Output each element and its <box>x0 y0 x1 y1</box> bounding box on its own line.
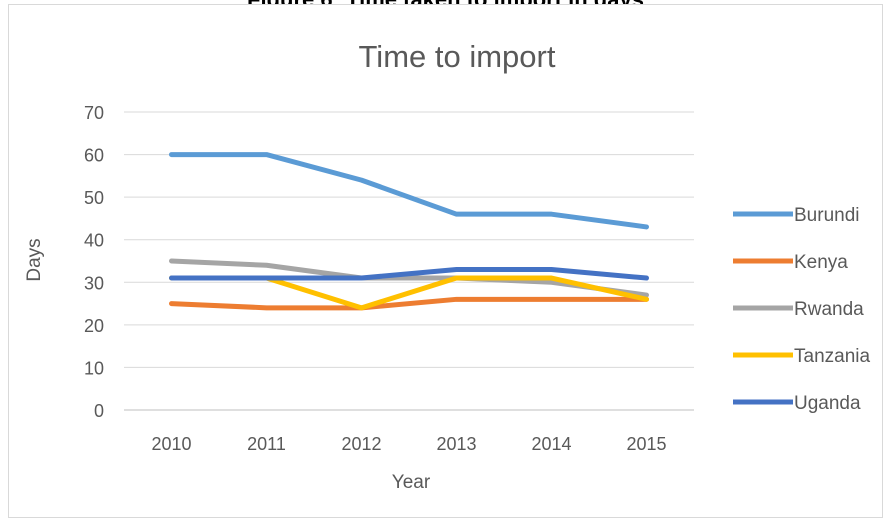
y-tick-label: 10 <box>84 358 104 378</box>
x-tick-label: 2015 <box>626 434 666 454</box>
gridlines <box>124 111 694 411</box>
series-lines <box>169 152 649 311</box>
legend-entry-kenya: Kenya <box>733 252 848 273</box>
legend-label: Uganda <box>794 393 861 414</box>
x-tick-label: 2012 <box>341 434 381 454</box>
y-tick-label: 20 <box>84 316 104 336</box>
legend-label: Rwanda <box>794 299 864 320</box>
legend-entry-burundi: Burundi <box>733 205 860 226</box>
y-tick-label: 30 <box>84 273 104 293</box>
legend: Burundi Kenya Rwanda Tanzania Uganda <box>733 205 870 414</box>
x-tick-label: 2010 <box>151 434 191 454</box>
y-tick-label: 0 <box>94 401 104 421</box>
y-tick-label: 50 <box>84 188 104 208</box>
x-tick-label: 2011 <box>247 434 286 454</box>
legend-label: Tanzania <box>794 346 870 367</box>
legend-label: Burundi <box>794 205 860 226</box>
y-tick-label: 70 <box>84 103 104 123</box>
y-axis-ticks: 0 10 20 30 40 50 60 70 <box>84 103 104 421</box>
x-tick-label: 2013 <box>436 434 476 454</box>
x-axis-ticks: 2010 2011 2012 2013 2014 2015 <box>151 434 666 454</box>
y-tick-label: 40 <box>84 231 104 251</box>
legend-entry-uganda: Uganda <box>733 393 861 414</box>
legend-label: Kenya <box>794 252 848 273</box>
series-line-burundi <box>169 152 649 230</box>
series-line-rwanda <box>169 258 649 298</box>
series-line-uganda <box>169 267 649 281</box>
legend-entry-rwanda: Rwanda <box>733 299 864 320</box>
y-tick-label: 60 <box>84 146 104 166</box>
legend-entry-tanzania: Tanzania <box>733 346 870 367</box>
y-axis-label: Days <box>24 238 45 281</box>
x-axis-label: Year <box>392 472 431 493</box>
x-tick-label: 2014 <box>531 434 571 454</box>
series-line-kenya <box>169 296 649 311</box>
chart-title: Time to import <box>359 39 556 74</box>
